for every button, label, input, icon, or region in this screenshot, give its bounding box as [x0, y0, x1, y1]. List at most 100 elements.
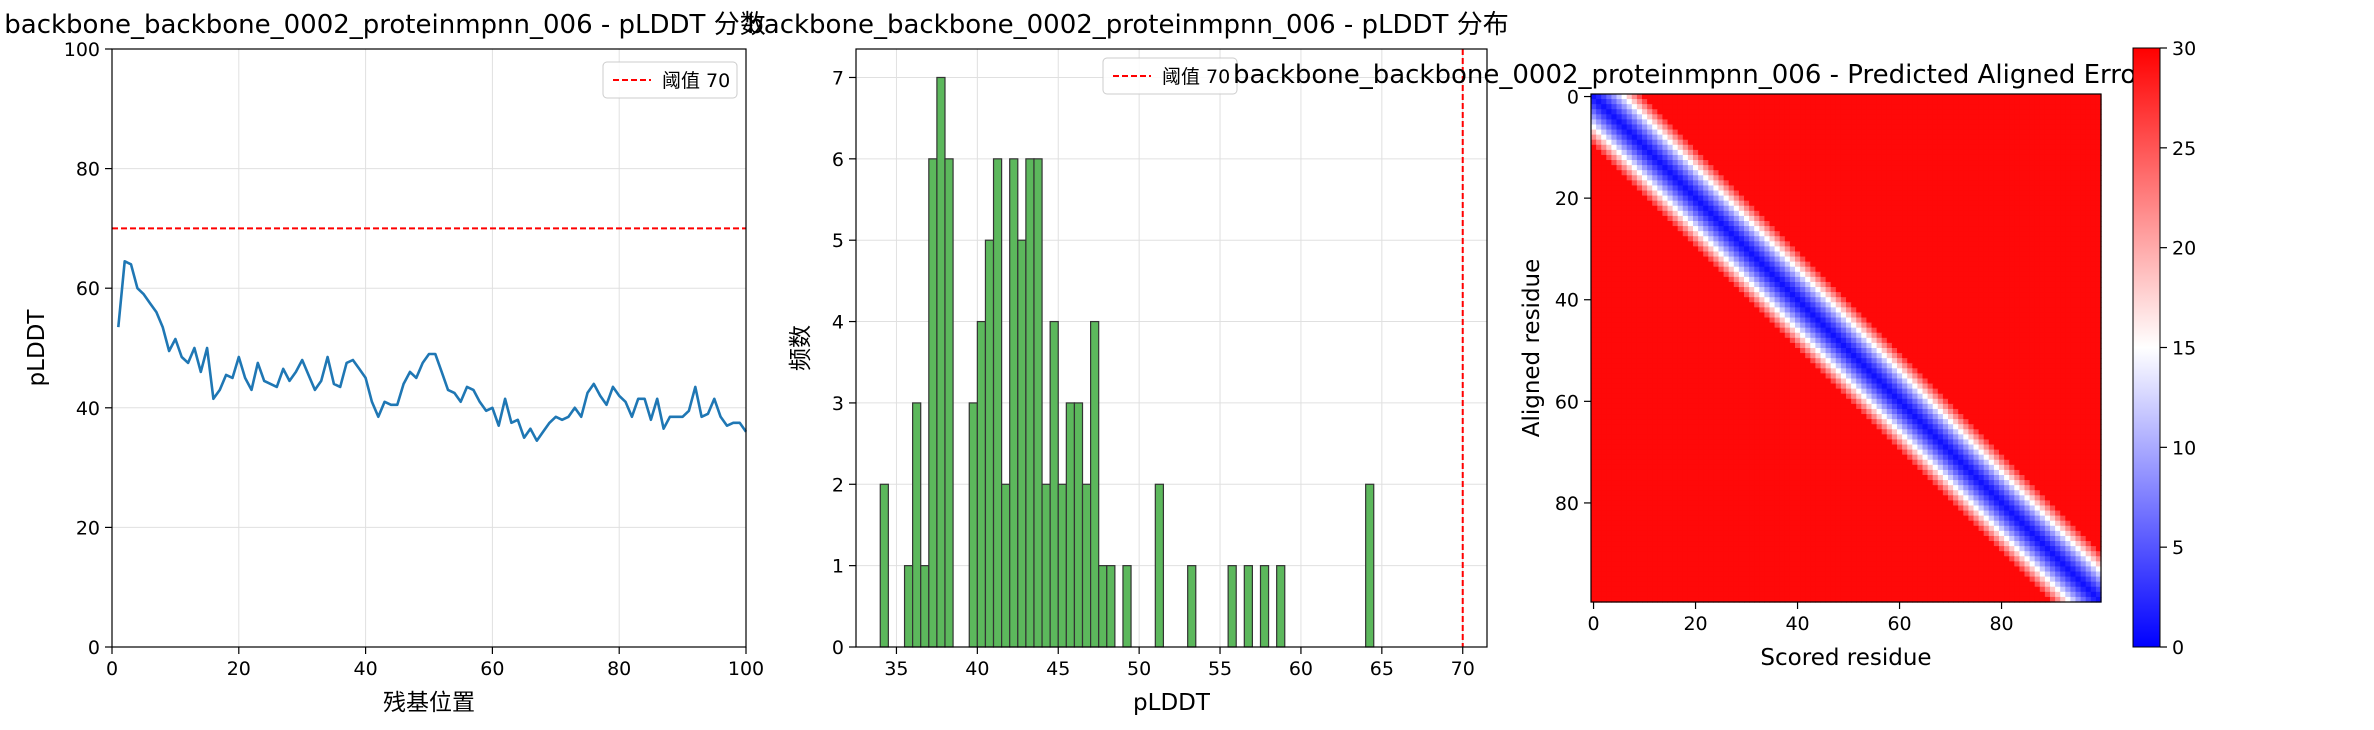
heatmap-cell	[1687, 271, 1694, 278]
heatmap-cell	[1682, 195, 1689, 202]
heatmap-cell	[2095, 94, 2102, 100]
heatmap-cell	[1606, 287, 1612, 293]
heatmap-cell	[1779, 312, 1786, 319]
heatmap-cell	[2090, 170, 2097, 176]
heatmap-cell	[1693, 190, 1699, 197]
heatmap-cell	[1866, 210, 1873, 217]
heatmap-cell	[1616, 251, 1623, 258]
heatmap-cell	[1835, 119, 1842, 126]
heatmap-cell	[1779, 327, 1786, 334]
heatmap-cell	[2085, 241, 2092, 247]
heatmap-cell	[1856, 312, 1862, 319]
heatmap-cell	[1601, 205, 1607, 212]
heatmap-cell	[1657, 200, 1663, 207]
heatmap-cell	[2039, 261, 2046, 268]
heatmap-cell	[1917, 114, 1924, 120]
heatmap-cell	[1642, 256, 1648, 263]
heatmap-cell	[1795, 297, 1801, 303]
heatmap-cell	[1891, 170, 1898, 176]
heatmap-cell	[1784, 124, 1791, 131]
heatmap-cell	[1937, 175, 1944, 181]
heatmap-cell	[1999, 226, 2005, 232]
heatmap-cell	[1800, 185, 1806, 192]
heatmap-cell	[1958, 332, 1964, 339]
heatmap-cell	[1744, 114, 1750, 120]
heatmap-cell	[1932, 215, 1939, 222]
heatmap-cell	[1999, 109, 2005, 115]
heatmap-cell	[1795, 185, 1801, 192]
heatmap-cell	[1652, 292, 1658, 298]
heatmap-cell	[2080, 241, 2087, 247]
heatmap-cell	[1912, 205, 1918, 212]
heatmap-cell	[2055, 94, 2061, 100]
heatmap-cell	[1846, 332, 1852, 339]
heatmap-cell	[1876, 139, 1883, 146]
heatmap-cell	[1774, 185, 1781, 192]
heatmap-cell	[1800, 175, 1806, 181]
heatmap-cell	[1754, 154, 1760, 161]
heatmap-cell	[1861, 231, 1867, 237]
heatmap-cell	[2039, 154, 2046, 161]
heatmap-cell	[1953, 302, 1959, 308]
heatmap-cell	[1978, 205, 1985, 212]
heatmap-cell	[1611, 129, 1618, 136]
y-tick-label: 0	[88, 637, 100, 659]
heatmap-cell	[1942, 332, 1949, 339]
heatmap-cell	[2065, 302, 2071, 308]
heatmap-cell	[1749, 190, 1755, 197]
heatmap-cell	[1927, 236, 1934, 242]
heatmap-cell	[1810, 312, 1816, 319]
heatmap-cell	[1662, 241, 1669, 247]
heatmap-cell	[1759, 287, 1765, 293]
heatmap-cell	[1703, 327, 1709, 334]
heatmap-cell	[1759, 276, 1765, 283]
heatmap-cell	[1611, 332, 1618, 339]
heatmap-cell	[1626, 337, 1633, 344]
heatmap-cell	[1922, 236, 1929, 242]
heatmap-cell	[1744, 195, 1750, 202]
heatmap-cell	[1968, 210, 1975, 217]
heatmap-cell	[1876, 94, 1883, 100]
heatmap-cell	[1968, 139, 1975, 146]
heatmap-cell	[1647, 190, 1653, 197]
heatmap-cell	[1723, 205, 1730, 212]
heatmap-cell	[2029, 170, 2036, 176]
heatmap-cell	[1626, 256, 1633, 263]
heatmap-cell	[1596, 307, 1602, 314]
heatmap-cell	[1784, 114, 1791, 120]
chart-title: backbone_backbone_0002_proteinmpnn_006 -…	[4, 10, 765, 40]
heatmap-cell	[1744, 221, 1750, 227]
heatmap-cell	[2050, 251, 2056, 258]
heatmap-cell	[2065, 185, 2071, 192]
heatmap-cell	[1723, 215, 1730, 222]
heatmap-cell	[1677, 165, 1684, 171]
y-tick-label: 6	[832, 149, 844, 171]
heatmap-cell	[1851, 266, 1857, 273]
heatmap-cell	[1810, 134, 1816, 141]
heatmap-cell	[1902, 332, 1908, 339]
heatmap-cell	[1652, 246, 1658, 253]
heatmap-cell	[1662, 99, 1669, 105]
heatmap-cell	[2019, 185, 2026, 192]
heatmap-cell	[1891, 109, 1898, 115]
heatmap-cell	[1917, 139, 1924, 146]
heatmap-cell	[1922, 160, 1929, 166]
heatmap-cell	[1718, 109, 1725, 115]
heatmap-cell	[1810, 246, 1816, 253]
heatmap-cell	[1642, 317, 1648, 324]
heatmap-cell	[1784, 276, 1791, 283]
heatmap-cell	[1988, 241, 1995, 247]
heatmap-cell	[2080, 205, 2087, 212]
heatmap-cell	[2060, 246, 2066, 253]
heatmap-cell	[1672, 205, 1679, 212]
heatmap-cell	[2019, 302, 2026, 308]
heatmap-cell	[1999, 327, 2005, 334]
heatmap-cell	[1631, 94, 1638, 100]
heatmap-cell	[1769, 129, 1776, 136]
heatmap-cell	[2065, 292, 2071, 298]
heatmap-cell	[1657, 175, 1663, 181]
heatmap-cell	[2070, 165, 2077, 171]
heatmap-cell	[1876, 322, 1883, 329]
heatmap-cell	[1856, 327, 1862, 334]
